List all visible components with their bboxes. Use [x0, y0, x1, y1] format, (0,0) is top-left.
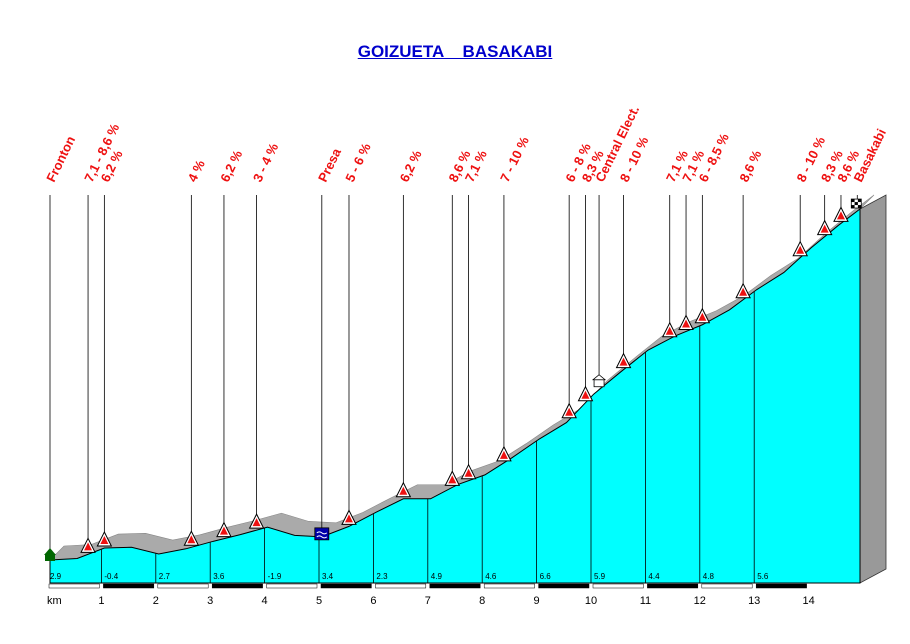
gradient-label: 4.6: [485, 572, 497, 581]
gradient-label: 5.6: [757, 572, 769, 581]
km-bar-segment: [375, 583, 427, 589]
marker-label: Presa: [315, 145, 344, 184]
climb-warning-inner: [219, 526, 228, 535]
climb-warning-inner: [836, 211, 845, 220]
km-bar-segment: [103, 583, 155, 589]
climb-warning-inner: [84, 542, 93, 551]
marker-labels: Fronton 7,1 - 8,6 %6,2 % 4 % 6,2 % 3 - 4 % Pr…: [43, 103, 889, 184]
dam-icon: [314, 527, 330, 541]
climb-warning-inner: [796, 245, 805, 254]
marker-label: 4 %: [185, 157, 208, 184]
profile-area-layer: [49, 207, 861, 584]
power-station-icon: [593, 379, 605, 388]
km-bar-segment: [483, 583, 535, 589]
climb-warning-inner: [739, 287, 748, 296]
gradient-label: 4.8: [703, 572, 715, 581]
km-bar-segment: [647, 583, 699, 589]
km-bar-segment: [429, 583, 481, 589]
marker-label: 5 - 6 %: [342, 140, 374, 184]
climb-warning-inner: [252, 518, 261, 527]
climb-warning-inner: [581, 390, 590, 399]
km-tick-label: 2: [153, 595, 159, 607]
climb-warning-inner: [448, 475, 457, 484]
km-divider-lines: [101, 291, 755, 583]
km-axis: km 1 2 3 4 5 6 7 8 9 10 11 12 13 14: [47, 582, 860, 607]
start-house-icon: [44, 548, 56, 555]
km-tick-label: 7: [425, 595, 431, 607]
km-tick-label: 13: [748, 595, 760, 607]
gradient-label: 4.4: [648, 572, 660, 581]
marker-label: 3 - 4 %: [250, 140, 282, 184]
gradient-label: 6.6: [540, 572, 552, 581]
climb-warning-inner: [100, 536, 109, 545]
climb-warning-inner: [820, 224, 829, 233]
km-bar-segment: [592, 583, 644, 589]
marker-label: 7 - 10 %: [497, 134, 532, 184]
climb-warning-inner: [499, 450, 508, 459]
km-tick-label: 12: [694, 595, 706, 607]
gradient-label: -1.9: [268, 572, 282, 581]
km-tick-label: 6: [370, 595, 376, 607]
km-bar-segment: [538, 583, 590, 589]
climb-warning-inner: [565, 407, 574, 416]
dam-water-waves: [316, 531, 328, 539]
climb-warning-inner: [619, 357, 628, 366]
marker-label: Fronton: [43, 134, 78, 185]
chart-title: GOIZUETA BASAKABI: [357, 42, 553, 61]
gradient-label: 5.9: [594, 572, 606, 581]
climb-warning-inner: [682, 319, 691, 328]
km-tick-label: 9: [534, 595, 540, 607]
power-station-roof: [591, 374, 607, 381]
profile-right-face: [859, 194, 887, 584]
marker-label: 6,2 %: [217, 147, 245, 184]
gradient-label: 2.7: [159, 572, 171, 581]
gradient-label: 3.4: [322, 572, 334, 581]
gradient-labels: 2.9 -0.4 2.7 3.6 -1.9 3.4 2.3 4.9 4.6 6.6 5.9 4.4 4.…: [50, 572, 769, 581]
marker-label: 6,2 %: [397, 147, 425, 184]
gradient-label: 2.3: [376, 572, 388, 581]
climb-warning-inner: [665, 326, 674, 335]
marker-icons: [44, 198, 862, 561]
km-tick-label: 3: [207, 595, 213, 607]
km-bar-segment: [48, 583, 100, 589]
finish-flag-square: [857, 199, 862, 203]
finish-flag-square: [857, 205, 862, 209]
km-bar-segment: [266, 583, 318, 589]
km-bar-segment: [211, 583, 263, 589]
km-tick-label: 5: [316, 595, 322, 607]
km-tick-label: 11: [640, 595, 651, 607]
gradient-label: -0.4: [104, 572, 118, 581]
finish-flag-square: [854, 202, 858, 206]
km-tick-label: 14: [802, 595, 814, 607]
finish-flag-square: [851, 205, 855, 209]
km-bar-segment: [755, 583, 807, 589]
gradient-label: 4.9: [431, 572, 443, 581]
km-bar-segment: [157, 583, 209, 589]
climb-warning-inner: [187, 535, 196, 544]
start-house-body: [45, 555, 55, 561]
climb-warning-inner: [698, 312, 707, 321]
finish-flag-square: [851, 199, 855, 203]
marker-leader-lines: [49, 195, 858, 554]
km-tick-label: 4: [262, 595, 268, 607]
gradient-label: 2.9: [50, 572, 62, 581]
km-bar-segment: [701, 583, 753, 589]
km-tick-label: km: [47, 595, 62, 607]
km-tick-label: 1: [98, 595, 104, 607]
profile-side-face: [859, 194, 887, 584]
km-tick-label: 8: [479, 595, 485, 607]
climb-warning-inner: [344, 514, 353, 523]
climb-warning-inner: [464, 468, 473, 477]
climb-warning-inner: [399, 486, 408, 495]
profile-area: [49, 207, 861, 584]
km-tick-label: 10: [585, 595, 597, 607]
marker-label: 8,6 %: [736, 147, 764, 184]
km-bar-segment: [320, 583, 372, 589]
gradient-label: 3.6: [213, 572, 225, 581]
